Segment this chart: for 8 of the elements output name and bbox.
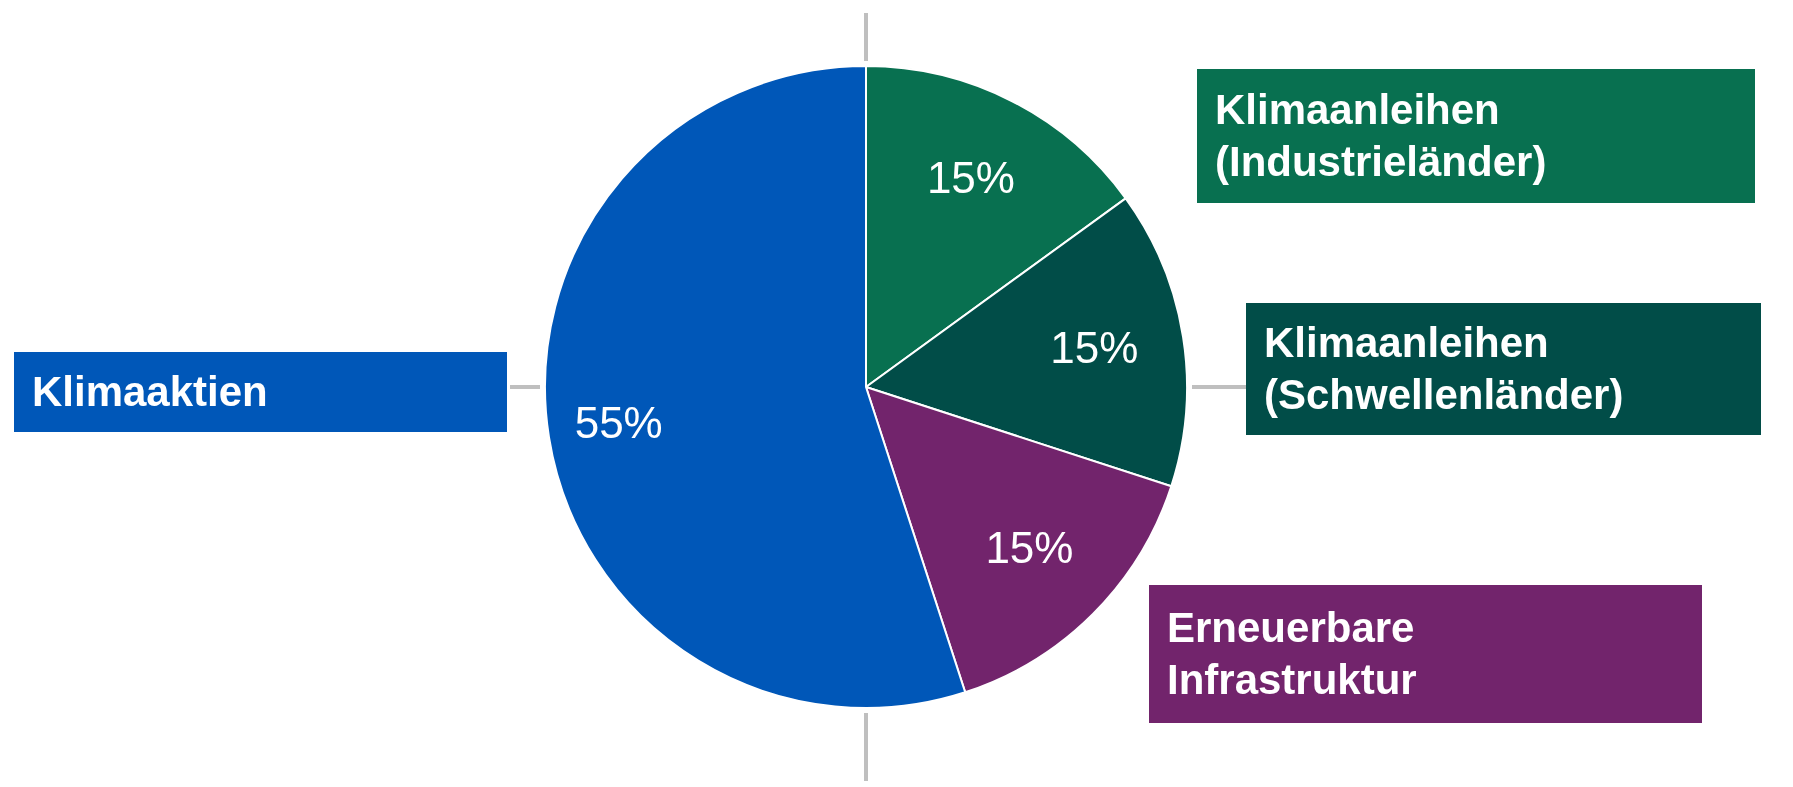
data-label: 15% (926, 153, 1015, 203)
data-label: 15% (985, 522, 1074, 572)
slice-label: Klimaanleihen (Schwellenländer) (1264, 318, 1625, 420)
slice-label: Klimaanleihen (Industrieländer) (1215, 85, 1548, 187)
data-label: 15% (1050, 322, 1139, 372)
slice-label: Klimaaktien (32, 367, 268, 417)
slice-label: Erneuerbare Infrastruktur (1167, 603, 1418, 705)
data-label: 55% (574, 398, 663, 448)
